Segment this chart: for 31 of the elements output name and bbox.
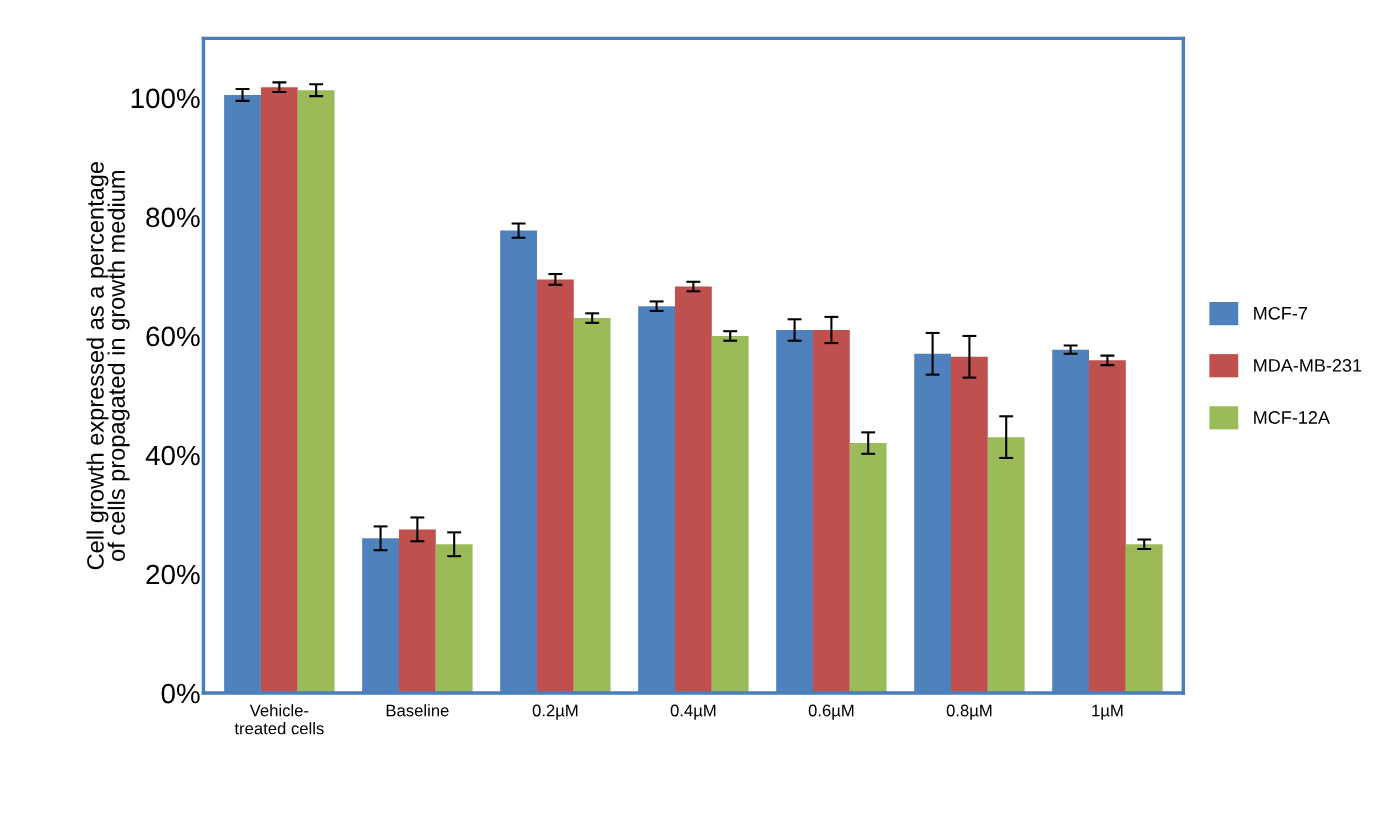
y-tick-label: 100% [131,88,200,109]
x-tick-label: 0.4µM [670,704,716,720]
legend-label: MCF-12A [1254,411,1330,424]
bar [536,279,574,694]
bar [398,529,436,694]
x-tick-label: 1µM [1092,704,1123,720]
bar [1125,544,1163,694]
legend-label: MCF-7 [1254,306,1307,320]
x-tick-label: Vehicle- treated cells [234,704,324,735]
bar [297,90,335,694]
y-tick-label: 0% [161,683,200,704]
y-tick-label: 40% [145,445,200,466]
bar [573,318,611,694]
legend-label: MDA-MB-231 [1254,359,1362,372]
bar [849,443,887,694]
y-tick-label: 80% [146,207,200,228]
y-tick-label: 60% [146,326,200,347]
bar [674,286,712,694]
bar [435,544,473,694]
bar [1089,360,1126,694]
y-axis-title: Cell growth expressed as a percentage of cells propagated in growth medium [86,162,130,570]
bar [260,87,298,694]
bar [812,330,850,694]
bar [987,437,1025,694]
x-tick-label: 0.6µM [808,704,854,720]
bar [951,356,988,694]
bar [711,335,749,694]
x-tick-label: Baseline [386,704,449,717]
x-tick-label: 0.2µM [532,704,578,720]
x-tick-label: 0.8µM [946,704,992,720]
y-tick-label: 20% [146,564,200,585]
